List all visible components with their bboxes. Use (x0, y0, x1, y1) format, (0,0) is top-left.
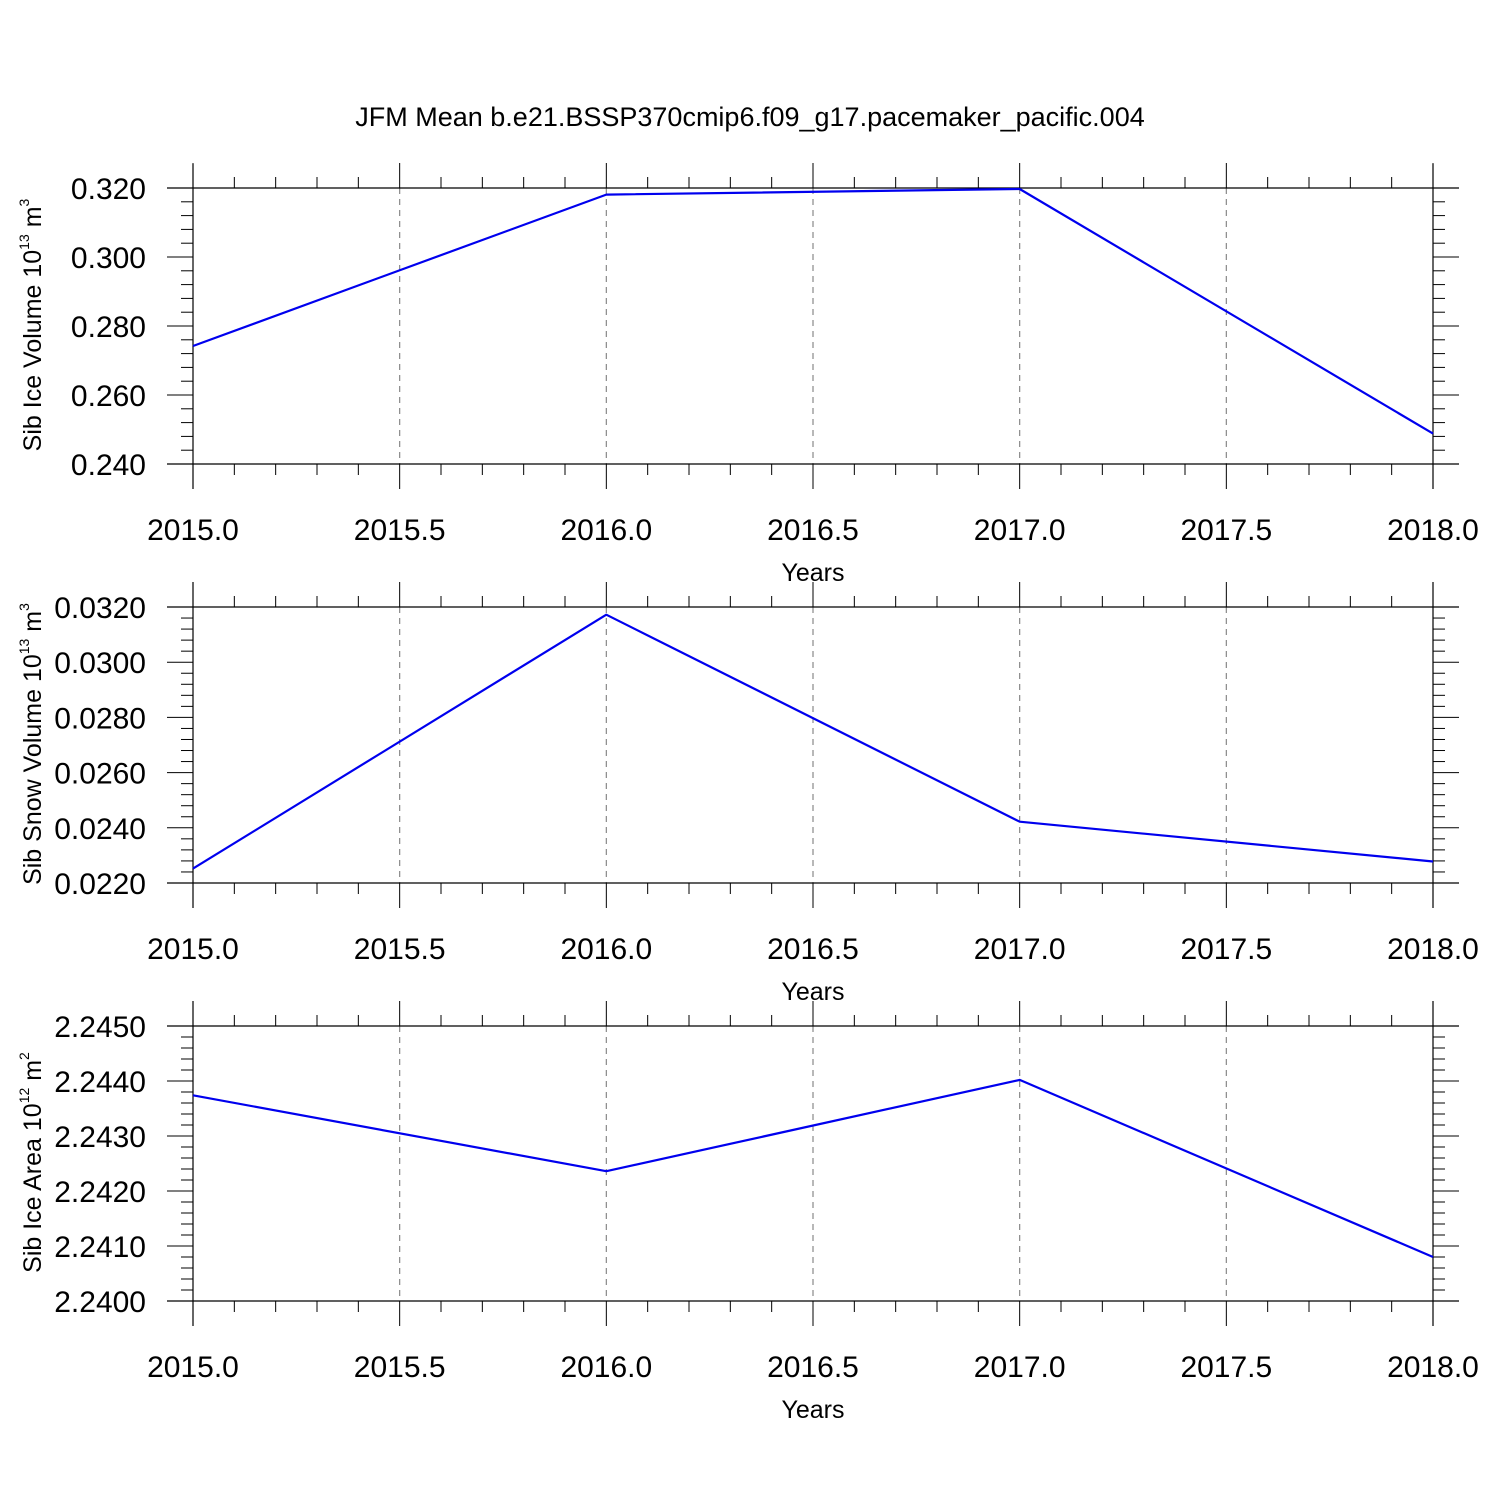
y-axis-title: Sib Ice Area 1012 m2 (16, 1052, 47, 1273)
y-tick-label: 2.2400 (54, 1286, 146, 1319)
x-tick-label: 2017.5 (1180, 514, 1272, 547)
x-tick-label: 2015.0 (147, 1351, 239, 1384)
x-tick-label: 2015.5 (354, 514, 446, 547)
x-tick-label: 2018.0 (1387, 1351, 1479, 1384)
y-tick-label: 2.2410 (54, 1231, 146, 1264)
x-tick-label: 2017.5 (1180, 933, 1272, 966)
y-tick-label: 0.0240 (54, 813, 146, 846)
y-tick-label: 0.300 (71, 242, 146, 275)
series-line (192, 1078, 1434, 1259)
y-tick-label: 0.280 (71, 311, 146, 344)
x-tick-label: 2015.5 (354, 933, 446, 966)
x-tick-label: 2018.0 (1387, 514, 1479, 547)
y-tick-label: 0.0220 (54, 868, 146, 901)
x-tick-label: 2015.5 (354, 1351, 446, 1384)
y-tick-label: 0.240 (71, 449, 146, 482)
x-tick-label: 2015.0 (147, 933, 239, 966)
x-tick-label: 2018.0 (1387, 933, 1479, 966)
x-tick-label: 2016.5 (767, 514, 859, 547)
x-tick-label: 2016.0 (560, 933, 652, 966)
x-tick-label: 2017.0 (974, 933, 1066, 966)
figure-title: JFM Mean b.e21.BSSP370cmip6.f09_g17.pace… (355, 102, 1144, 132)
x-tick-label: 2016.5 (767, 1351, 859, 1384)
x-tick-label: 2017.5 (1180, 1351, 1272, 1384)
x-tick-label: 2016.5 (767, 933, 859, 966)
y-axis-title: Sib Snow Volume 1013 m3 (16, 603, 47, 885)
y-tick-label: 0.0280 (54, 702, 146, 735)
y-tick-label: 2.2440 (54, 1066, 146, 1099)
x-tick-label: 2015.0 (147, 514, 239, 547)
y-axis-title: Sib Ice Volume 1013 m3 (16, 198, 47, 451)
y-tick-label: 0.0320 (54, 592, 146, 625)
panels: 2015.0 2015.5 2016.0 2016.5 2017.0 2017.5 2018… (16, 163, 1479, 1424)
x-tick-label: 2016.0 (560, 514, 652, 547)
panel-3: 2015.0 2015.5 2016.0 2016.5 2017.0 2017.5 2018… (16, 1001, 1479, 1424)
x-tick-label: 2016.0 (560, 1351, 652, 1384)
x-tick-label: 2017.0 (974, 1351, 1066, 1384)
panel-1: 2015.0 2015.5 2016.0 2016.5 2017.0 2017.5 2018… (16, 163, 1479, 587)
x-axis-title: Years (781, 1396, 844, 1424)
y-tick-label: 2.2420 (54, 1176, 146, 1209)
y-tick-label: 0.0300 (54, 647, 146, 680)
series-line (192, 613, 1434, 870)
series-line (192, 187, 1434, 435)
y-tick-label: 0.0260 (54, 758, 146, 791)
y-tick-label: 0.260 (71, 380, 146, 413)
y-tick-label: 2.2450 (54, 1011, 146, 1044)
panel-2: 2015.0 2015.5 2016.0 2016.5 2017.0 2017.5 2018… (16, 582, 1479, 1006)
y-tick-label: 0.320 (71, 173, 146, 206)
x-tick-label: 2017.0 (974, 514, 1066, 547)
y-tick-label: 2.2430 (54, 1121, 146, 1154)
